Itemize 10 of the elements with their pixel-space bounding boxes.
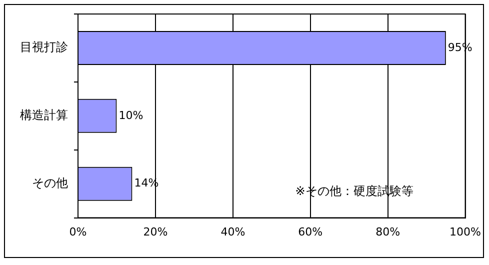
x-tick-label: 100%	[450, 225, 482, 238]
x-tick-label: 0%	[69, 225, 87, 238]
x-tick-label: 60%	[298, 225, 323, 238]
y-tick-label: 目視打診	[20, 40, 68, 54]
y-tick-label: 構造計算	[20, 108, 68, 122]
x-tick-label: 20%	[143, 225, 168, 238]
y-tick-label: その他	[32, 176, 68, 190]
data-label: 10%	[118, 108, 144, 122]
x-tick-label: 80%	[376, 225, 400, 238]
x-tick-label: 40%	[220, 225, 246, 238]
